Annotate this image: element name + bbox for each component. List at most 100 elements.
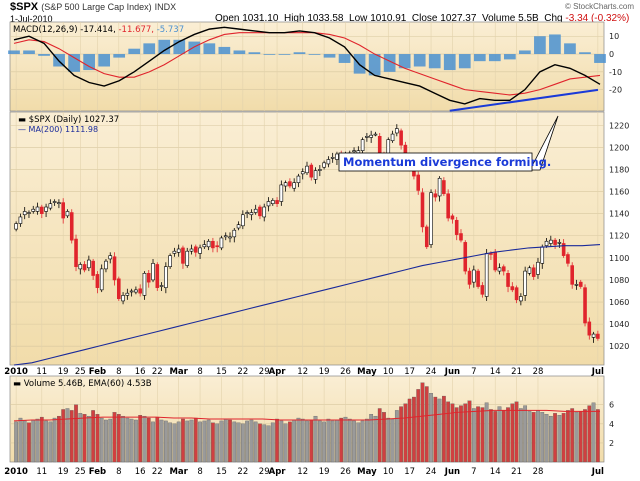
chart-header: $SPX (S&P 500 Large Cap Index) INDX [10, 1, 176, 13]
candle-body [570, 265, 574, 285]
candle-body [292, 182, 296, 189]
candle-body [519, 296, 523, 302]
candle-body [424, 226, 429, 248]
macd-tick-label: -10 [609, 68, 622, 77]
x-tick-label: 17 [404, 367, 415, 377]
candle-body [596, 333, 600, 339]
x-tick-label: 11 [36, 367, 47, 377]
volume-bar [416, 389, 421, 463]
candle-body [202, 244, 207, 248]
price-panel: 1220 1200 1180 1160 1140 1120 1100 1080 1060 1040… [9, 111, 629, 366]
candle-body [215, 245, 219, 248]
candle-body [557, 242, 562, 244]
volume-bar [138, 415, 143, 463]
macd-histogram-bar [458, 54, 471, 69]
x-tick-label: 10 [383, 367, 394, 377]
macd-histogram-bar [173, 39, 186, 55]
macd-histogram-bar [398, 54, 411, 69]
volume-tick-label: 6 [609, 401, 614, 410]
x-tick-label: 15 [216, 467, 227, 477]
volume-bar [74, 404, 78, 463]
header-date: 1-Jul-2010 [10, 14, 53, 24]
candle-body [82, 264, 87, 271]
macd-divergence-line [449, 88, 599, 112]
price-tick-label: 1040 [609, 320, 629, 329]
candle-body [335, 153, 339, 160]
candle-body [300, 171, 305, 175]
volume-bar [198, 421, 202, 463]
close-label: Close [411, 13, 438, 24]
volume-bar [347, 418, 352, 463]
candle-body [429, 192, 433, 245]
volume-bar [245, 420, 249, 463]
candle-body [416, 174, 421, 191]
macd-histogram-bar [579, 52, 591, 55]
x-tick-label: 22 [237, 467, 248, 477]
volume-bar [18, 417, 23, 463]
candle-body [373, 133, 378, 136]
price-tick-label: 1100 [609, 254, 629, 263]
candle-body [450, 215, 455, 220]
candle-body [74, 238, 78, 267]
macd-tick-label: 0 [609, 50, 614, 59]
price-tick-label: 1220 [609, 121, 629, 130]
candle-body [574, 284, 579, 286]
volume-bar [429, 393, 433, 463]
volume-bar [476, 406, 480, 463]
x-tick-label: 19 [319, 367, 330, 377]
candle-body [146, 273, 151, 283]
volume-bar [266, 425, 271, 463]
x-tick-label: 10 [383, 467, 394, 477]
candle-body [540, 246, 545, 264]
candle-body [253, 208, 258, 213]
volume-bar [578, 411, 583, 463]
candle-body [189, 248, 194, 252]
volume-bar [57, 415, 61, 463]
candle-body [35, 206, 40, 212]
volume-bar [142, 415, 147, 463]
candle-body [241, 214, 245, 227]
volume-bar [467, 400, 472, 463]
volume-bar [22, 420, 27, 463]
open-value: 1031.10 [242, 13, 279, 24]
volume-bar [335, 419, 339, 463]
candle-body [266, 201, 271, 207]
volume-bar [193, 417, 198, 463]
volume-bar [176, 421, 181, 463]
macd-histogram-bar [38, 54, 50, 56]
macd-histogram-bar [158, 39, 171, 55]
volume-label: ▬ Volume 5.46B, EMA(60) 4.53B [13, 379, 152, 389]
x-tick-label: 28 [533, 467, 544, 477]
volume-bar [69, 410, 74, 463]
volume-bar [497, 406, 502, 463]
volume-bar [228, 419, 232, 463]
candle-body [164, 266, 168, 288]
volume-bar [211, 422, 215, 463]
macd-label-value: -17.414, [80, 25, 118, 35]
volume-bar [86, 415, 91, 463]
x-tick-label: 26 [340, 467, 351, 477]
candle-body [69, 212, 74, 241]
volume-bar [116, 414, 121, 463]
volume-bar [322, 421, 326, 463]
macd-area [9, 21, 605, 112]
ma200-legend: — MA(200) 1111.98 [18, 125, 98, 134]
volume-bar [91, 410, 95, 463]
volume-bar [489, 409, 493, 463]
volume-bar [134, 419, 138, 463]
macd-tick-label: -20 [609, 86, 622, 95]
header-quote: Open 1031.10 High 1033.58 Low 1010.91 Cl… [215, 13, 629, 24]
candle-body [489, 253, 493, 255]
copyright: © StockCharts.com [564, 2, 634, 11]
volume-bar [65, 408, 70, 463]
volume-panel: 6 4 2 ▬ Volume 5.46B, EMA(60) 4.53B [9, 375, 614, 463]
candle-body [442, 180, 446, 195]
volume-bar [223, 418, 228, 463]
x-tick-label: 21 [511, 467, 522, 477]
x-tick-label: May [357, 467, 377, 477]
volume-bar [185, 420, 190, 463]
volume-bar [570, 408, 575, 463]
macd-label-name: MACD(12,26,9) [13, 25, 80, 35]
candle-body [583, 287, 587, 324]
candle-body [326, 159, 331, 165]
